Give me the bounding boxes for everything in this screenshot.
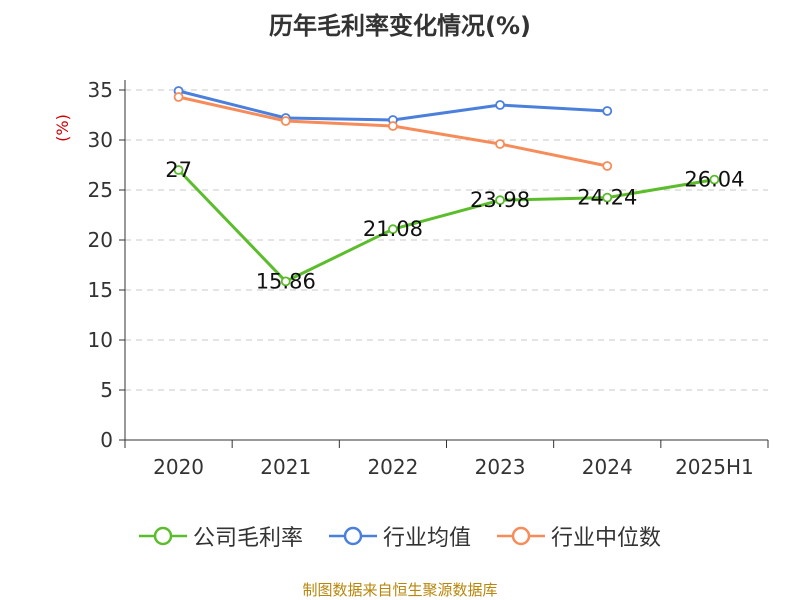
data-point [173,165,184,175]
data-point [388,121,398,131]
axes: 0 5 10 15 20 25 30 35 2020 2021 2022 2023 2024 2025H1 [88,78,769,479]
y-tick-label: 5 [100,378,113,402]
data-point [495,100,505,110]
legend-label: 行业中位数 [551,526,662,551]
x-tick-label: 2022 [367,455,418,479]
gridlines [125,89,768,391]
x-tick-label: 2024 [582,455,633,479]
legend-item[interactable]: 行业中位数 [497,520,661,552]
y-tick-label: 25 [88,178,113,202]
legend-swatch-icon [497,526,545,546]
legend-item[interactable]: 行业均值 [328,520,471,552]
data-label: 27 [165,158,192,182]
source-note: 制图数据来自恒生聚源数据库 [302,581,498,599]
legend-label: 公司毛利率 [192,526,303,551]
data-point [602,161,613,171]
data-point [280,276,291,287]
y-tick-label: 10 [88,328,113,352]
series-lines [173,86,720,287]
data-label: 15.86 [256,269,316,293]
x-tick-label: 2021 [260,455,311,479]
x-tick-label: 2020 [153,455,204,479]
y-tick-label: 30 [88,128,113,152]
data-point [495,139,505,149]
data-point [280,116,291,126]
data-label: 21.08 [363,217,423,241]
legend-item[interactable]: 公司毛利率 [138,520,303,552]
data-point [709,174,720,185]
y-axis-label: (%) [53,114,72,142]
x-tick-label: 2025H1 [675,455,754,479]
chart-title: 历年毛利率变化情况(%) [269,12,531,40]
data-point [602,192,613,203]
data-point [173,92,184,102]
data-label: 26.04 [684,168,744,192]
legend: 公司毛利率 行业均值 行业中位数 [0,520,800,552]
y-tick-label: 35 [88,78,113,102]
legend-swatch-icon [138,526,187,546]
x-tick-label: 2023 [475,455,526,479]
data-point [602,106,613,116]
data-point [388,224,398,235]
legend-swatch-icon [328,526,377,546]
series-line-0 [177,168,715,283]
data-label: 23.98 [470,188,530,212]
y-tick-label: 0 [100,428,113,452]
data-point [495,195,505,206]
y-tick-label: 15 [88,278,113,302]
data-label: 24.24 [577,186,637,210]
data-labels: 27 15.86 21.08 23.98 24.24 26.04 [165,158,744,293]
legend-label: 行业均值 [382,526,471,551]
y-tick-label: 20 [88,228,113,252]
